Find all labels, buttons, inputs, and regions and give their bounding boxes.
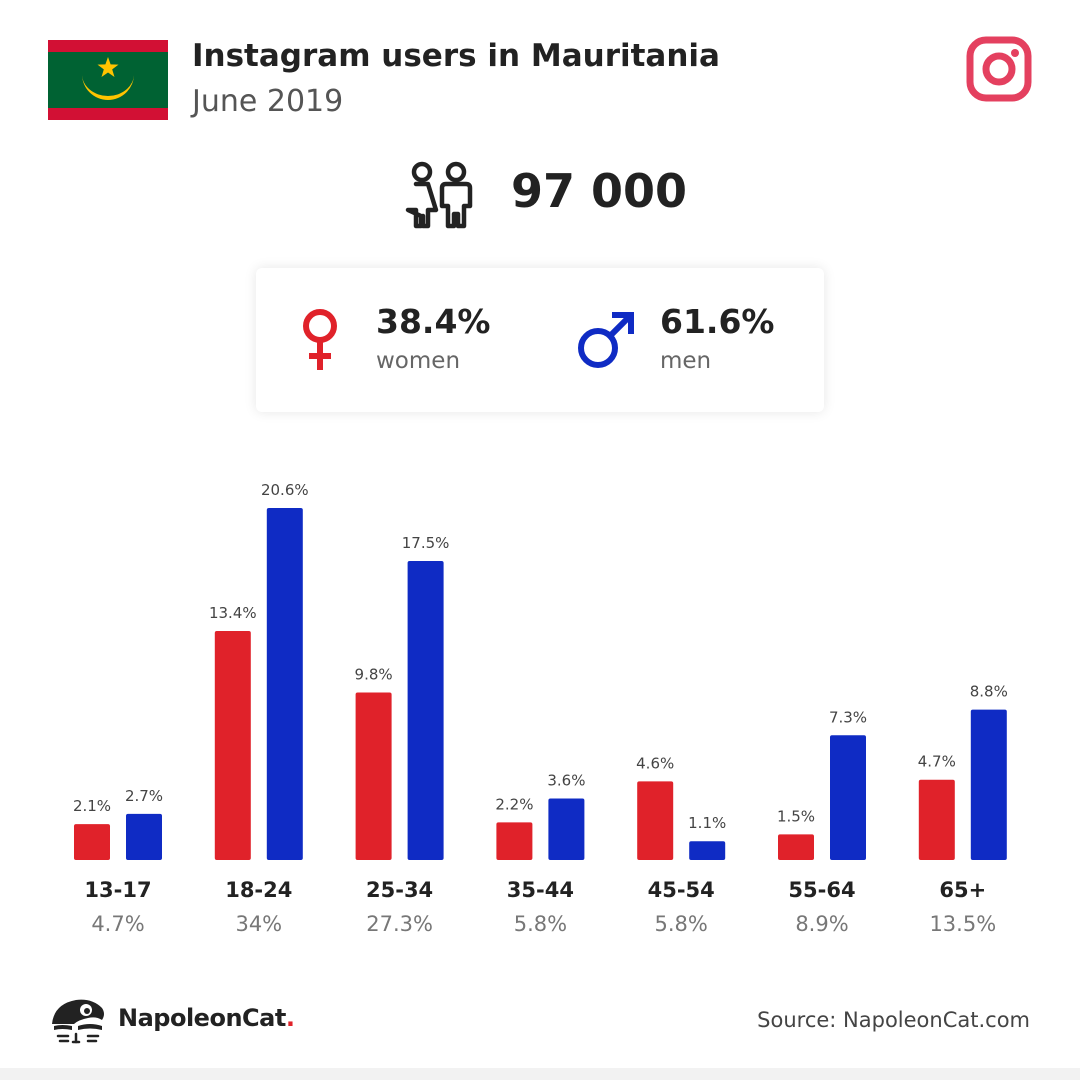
bar-men-25-34 (407, 560, 444, 860)
bar-value-label: 7.3% (829, 708, 867, 726)
bar-value-label: 13.4% (209, 604, 257, 622)
brand-name: NapoleonCat. (118, 1004, 295, 1032)
age-group-total: 13.5% (929, 912, 997, 936)
source-text: Source: NapoleonCat.com (757, 1008, 1030, 1032)
age-group-total: 4.7% (91, 912, 145, 936)
bar-value-label: 2.7% (125, 787, 163, 805)
age-group-total: 5.8% (654, 912, 708, 936)
age-group-label: 25-34 (366, 878, 434, 902)
gender-card (256, 268, 824, 412)
age-group-total: 8.9% (795, 912, 849, 936)
bar-men-65+ (970, 709, 1007, 860)
female-symbol-icon (303, 309, 337, 370)
age-group-label: 13-17 (84, 878, 152, 902)
age-group-total: 27.3% (366, 912, 433, 936)
instagram-icon (966, 36, 1032, 102)
bar-value-label: 3.6% (547, 771, 585, 789)
people-icon (405, 161, 473, 229)
age-group-total: 5.8% (513, 912, 568, 936)
men-label: men (660, 348, 712, 374)
total-users: 97 000 (511, 164, 688, 218)
bar-men-55-64 (830, 735, 866, 860)
age-group-label: 65+ (939, 878, 987, 902)
bar-women-35-44 (496, 822, 533, 860)
age-group-label: 45-54 (647, 878, 715, 902)
age-group-label: 55-64 (788, 878, 856, 902)
bar-value-label: 2.2% (495, 795, 533, 813)
bar-women-55-64 (778, 834, 814, 860)
page-subtitle: June 2019 (192, 84, 344, 119)
napoleoncat-logo-icon (52, 999, 104, 1044)
bar-value-label: 9.8% (355, 666, 393, 684)
bar-women-18-24 (214, 631, 251, 860)
bar-women-13-17 (74, 824, 110, 860)
bar-men-35-44 (548, 798, 585, 860)
bar-value-label: 1.5% (777, 807, 815, 825)
bar-value-label: 2.1% (73, 797, 111, 815)
mauritania-flag-icon (48, 40, 168, 120)
male-symbol-icon (578, 312, 634, 368)
age-group-total: 34% (235, 912, 283, 936)
women-label: women (376, 348, 461, 374)
bar-value-label: 8.8% (970, 683, 1008, 701)
bar-value-label: 4.6% (636, 754, 674, 772)
bar-value-label: 17.5% (402, 534, 450, 552)
age-group-label: 35-44 (506, 878, 574, 902)
bar-women-25-34 (355, 692, 392, 860)
bottom-band (0, 1068, 1080, 1080)
women-percentage: 38.4% (376, 302, 491, 341)
bar-women-45-54 (637, 781, 674, 860)
bar-men-18-24 (266, 508, 303, 860)
bar-men-13-17 (126, 813, 162, 860)
bar-value-label: 4.7% (918, 753, 956, 771)
age-group-label: 18-24 (225, 878, 293, 902)
bar-value-label: 20.6% (261, 481, 309, 499)
page-title: Instagram users in Mauritania (192, 38, 720, 74)
bar-women-65+ (918, 779, 955, 860)
bar-men-45-54 (689, 841, 726, 860)
men-percentage: 61.6% (660, 302, 775, 341)
bar-value-label: 1.1% (688, 814, 726, 832)
